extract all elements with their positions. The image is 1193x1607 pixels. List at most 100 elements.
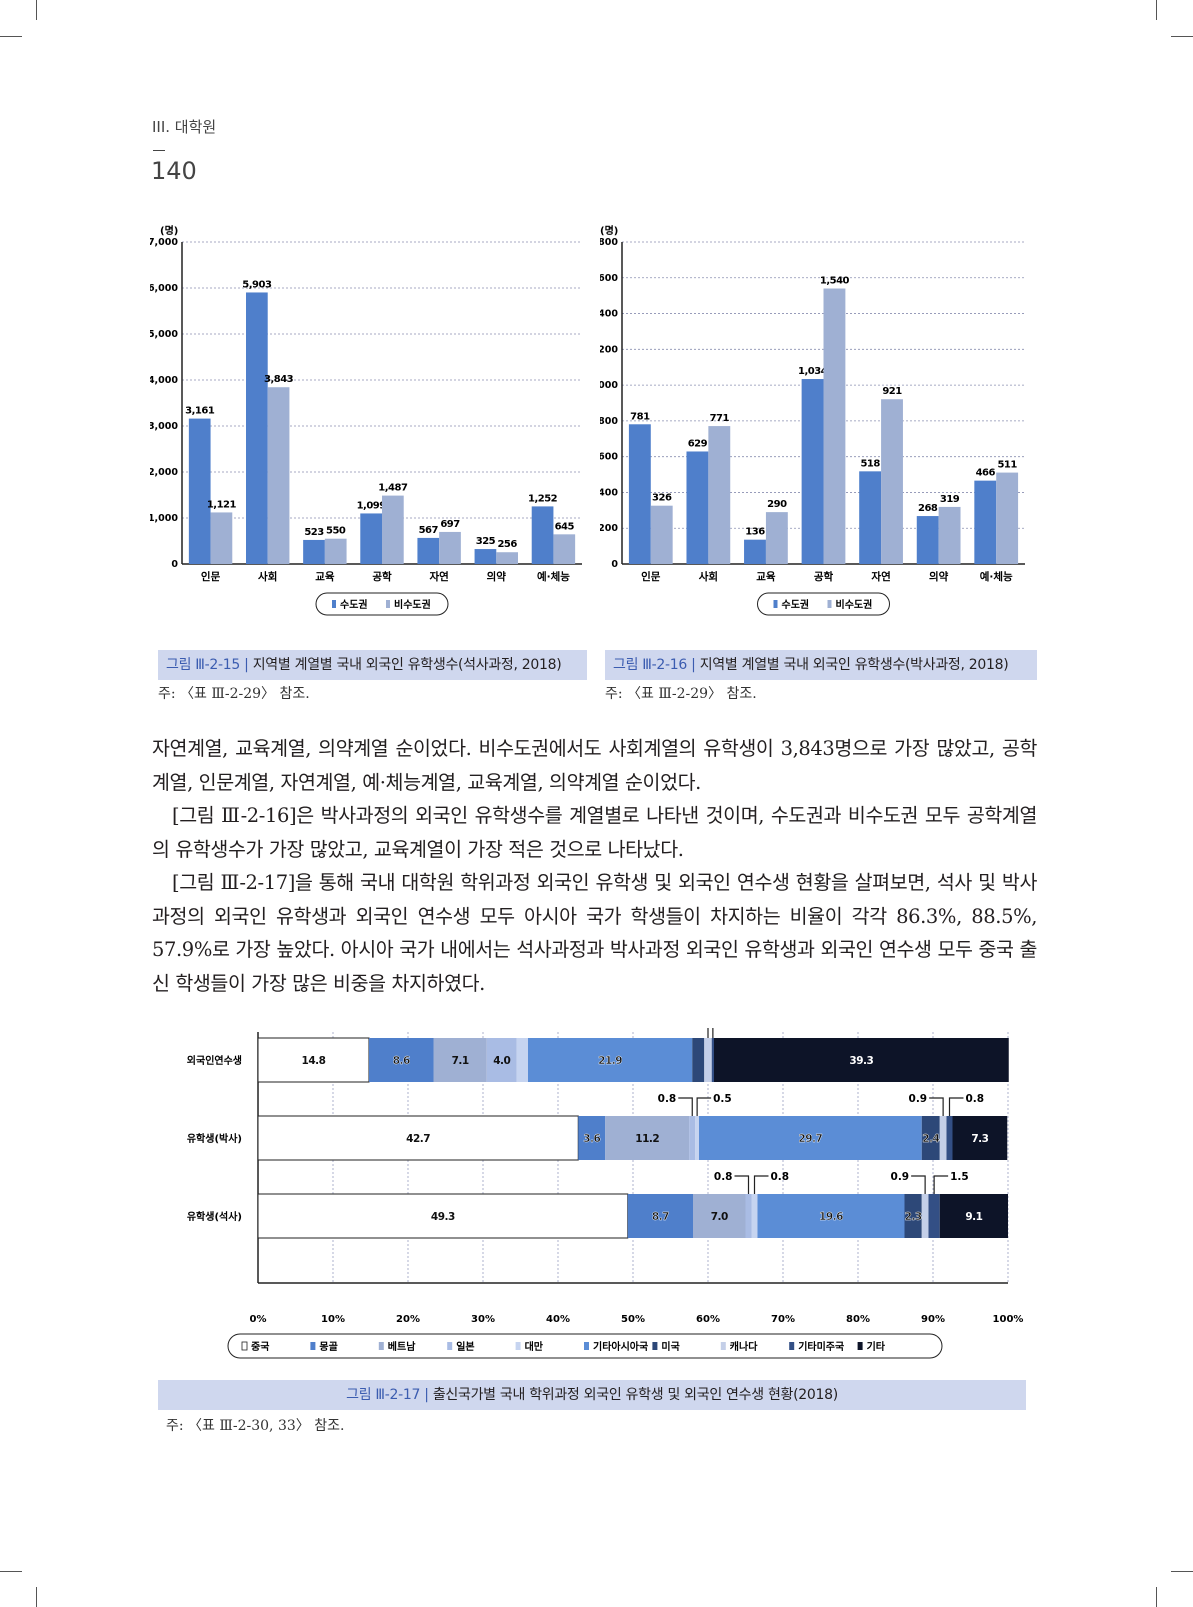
legend-swatch <box>378 1342 384 1350</box>
crop-mark <box>36 0 37 20</box>
data-label: 466 <box>976 468 996 479</box>
segment-기타아시아국 <box>757 1194 905 1238</box>
data-label: 0.5 <box>713 1093 732 1105</box>
bar-수도권 <box>859 471 882 564</box>
segment-미국 <box>921 1116 940 1160</box>
bar-수도권 <box>246 292 268 564</box>
legend-swatch <box>857 1342 863 1350</box>
data-label: 3,843 <box>264 374 294 385</box>
x-tick-label: 예·체능 <box>537 570 570 583</box>
segment-대만 <box>751 1194 758 1238</box>
data-label: 5,903 <box>242 279 272 290</box>
bar-비수도권 <box>210 512 233 564</box>
segment-중국 <box>257 1037 370 1083</box>
y-tick-label: 1,600 <box>600 273 618 284</box>
leader-line <box>929 1097 944 1116</box>
segment-기타미주국 <box>928 1194 940 1238</box>
legend-label: 일본 <box>456 1340 474 1353</box>
bar-비수도권 <box>496 552 518 564</box>
bar-수도권 <box>303 539 325 564</box>
x-tick-label: 10% <box>321 1314 345 1325</box>
legend-label: 수도권 <box>782 599 810 611</box>
segment-몽골 <box>627 1194 693 1238</box>
leader-line <box>712 1028 714 1038</box>
bar-수도권 <box>628 424 651 564</box>
legend-label: 수도권 <box>340 599 368 611</box>
legend-label: 중국 <box>251 1341 269 1353</box>
paragraph: [그림 Ⅲ-2-17]을 통해 국내 대학원 학위과정 외국인 유학생 및 외국… <box>152 871 1037 995</box>
x-tick-label: 20% <box>396 1314 420 1325</box>
data-label: 7.3 <box>971 1133 988 1145</box>
y-unit-label: (명) <box>600 224 618 237</box>
segment-캐나다 <box>921 1194 929 1238</box>
figure-caption-17: 그림 Ⅲ-2-17 | 출신국가별 국내 학위과정 외국인 유학생 및 외국인 … <box>158 1380 1026 1410</box>
x-tick-label: 80% <box>846 1314 870 1325</box>
data-label: 9.1 <box>965 1211 982 1223</box>
legend-swatch <box>652 1342 658 1350</box>
figure-label: 그림 Ⅲ-2-15 | <box>166 657 249 673</box>
segment-일본 <box>486 1038 517 1082</box>
leader-line <box>707 1028 709 1038</box>
data-label: 42.7 <box>406 1133 430 1145</box>
y-tick-label: 1,400 <box>600 309 618 320</box>
header-rule <box>153 150 165 151</box>
row-label: 유학생(박사) <box>187 1132 242 1145</box>
legend-swatch <box>720 1342 726 1350</box>
y-tick-label: 4,000 <box>150 375 178 386</box>
x-tick-label: 공학 <box>814 570 834 583</box>
y-tick-label: 0 <box>611 559 618 570</box>
data-label: 19.6 <box>819 1211 843 1223</box>
segment-대만 <box>516 1038 528 1082</box>
data-label: 7.0 <box>711 1211 728 1223</box>
figure-caption-15: 그림 Ⅲ-2-15 | 지역별 계열별 국내 외국인 유학생수(석사과정, 20… <box>158 650 587 680</box>
y-tick-label: 200 <box>600 523 618 534</box>
bar-비수도권 <box>439 531 461 564</box>
x-tick-label: 0% <box>250 1314 267 1325</box>
leader-line <box>911 1175 926 1194</box>
y-tick-label: 1,000 <box>600 380 618 391</box>
data-label: 1.5 <box>950 1171 969 1183</box>
legend-box <box>315 592 449 616</box>
data-label: 771 <box>710 413 730 424</box>
bar-비수도권 <box>324 538 347 564</box>
figure-title: 지역별 계열별 국내 외국인 유학생수(박사과정, 2018) <box>699 657 1009 673</box>
y-tick-label: 800 <box>600 416 618 427</box>
doctoral-bar-chart: (명) 0 200 400 600 800 1,000 1,200 1,400 1,600 1,80… <box>600 224 1025 616</box>
bar-비수도권 <box>938 506 961 564</box>
data-label: 8.7 <box>652 1211 669 1223</box>
legend-swatch <box>241 1341 248 1351</box>
figure-label: 그림 Ⅲ-2-17 | <box>346 1387 429 1403</box>
country-stacked-bar-chart: 0% 10% 20% 30% 40% 50% 60% 70% 80% 90% 100% 외국인연수생 1… <box>187 1028 1023 1359</box>
y-tick-label: 1,200 <box>600 344 618 355</box>
data-label: 1,099 <box>357 500 387 511</box>
data-label: 0.8 <box>714 1171 733 1183</box>
bar-비수도권 <box>650 505 673 564</box>
leader-line <box>948 1097 964 1116</box>
data-label: 0.9 <box>891 1171 910 1183</box>
leader-line <box>933 1175 949 1194</box>
segment-캐나다 <box>704 1038 712 1082</box>
data-label: 1,540 <box>820 276 850 287</box>
data-label: 567 <box>419 525 439 536</box>
data-label: 645 <box>555 521 575 532</box>
crop-mark <box>0 1571 22 1572</box>
data-label: 2.3 <box>905 1211 922 1223</box>
y-tick-label: 600 <box>600 452 618 463</box>
data-label: 29.7 <box>798 1133 822 1145</box>
data-label: 697 <box>440 519 460 530</box>
data-label: 0.8 <box>771 1171 790 1183</box>
segment-기타미주국 <box>946 1116 953 1160</box>
data-label: 256 <box>497 539 517 550</box>
legend-swatch <box>332 600 336 608</box>
data-label: 550 <box>326 526 346 537</box>
segment-기타아시아국 <box>699 1116 922 1160</box>
data-label: 518 <box>860 458 880 469</box>
segment-중국 <box>257 1115 579 1161</box>
bar-비수도권 <box>765 512 788 564</box>
x-tick-label: 사회 <box>699 570 718 583</box>
leader-line <box>696 1097 712 1116</box>
x-tick-label: 공학 <box>372 570 392 583</box>
crop-mark <box>1156 1587 1157 1607</box>
data-label: 4.0 <box>493 1055 510 1067</box>
bar-수도권 <box>801 379 824 564</box>
